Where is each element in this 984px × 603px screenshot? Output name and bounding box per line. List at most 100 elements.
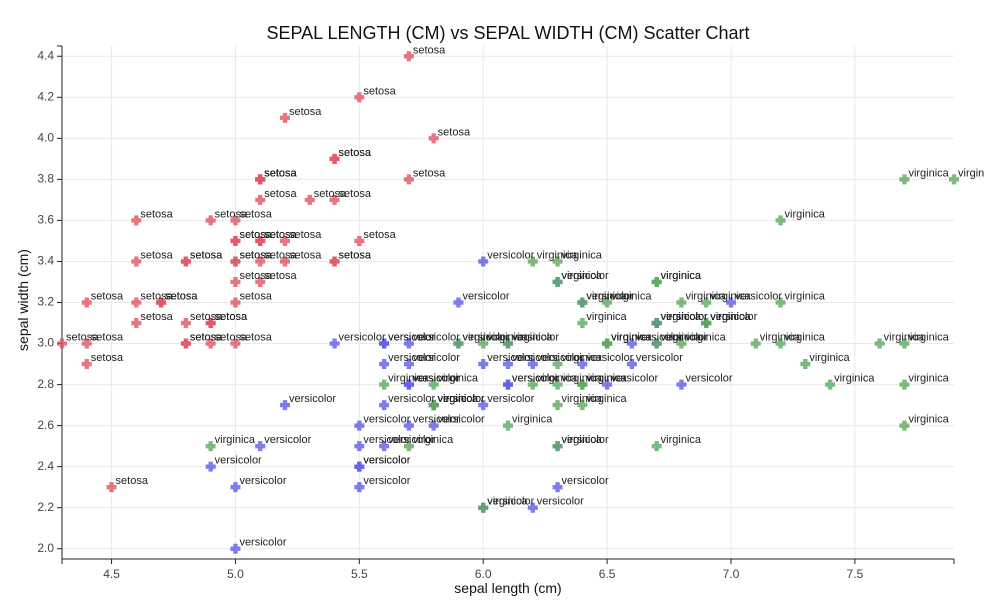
y-tick-label: 3.2 [37, 295, 54, 309]
data-label-setosa: setosa [140, 208, 173, 220]
data-label-setosa: setosa [190, 249, 223, 261]
data-label-setosa: setosa [215, 311, 248, 323]
data-point-setosa [205, 215, 216, 226]
data-label-versicolor: versicolor [512, 373, 559, 385]
data-point-virginica [552, 441, 563, 452]
data-label-setosa: setosa [215, 332, 248, 344]
data-label-versicolor: versicolor [735, 291, 782, 303]
x-tick-label: 7.0 [723, 567, 740, 581]
data-point-versicolor [205, 461, 216, 472]
data-label-versicolor: versicolor [363, 475, 410, 487]
data-label-virginica: virginica [438, 393, 479, 405]
data-label-setosa: setosa [339, 249, 372, 261]
data-label-virginica: virginica [586, 291, 627, 303]
data-label-virginica: virginica [661, 311, 702, 323]
data-label-versicolor: versicolor [363, 434, 410, 446]
data-label-virginica: virginica [785, 332, 826, 344]
series-setosa [57, 51, 439, 493]
data-point-virginica [775, 215, 786, 226]
data-point-versicolor [403, 359, 414, 370]
y-tick-label: 2.4 [37, 459, 54, 473]
data-label-virginica: virginica [611, 332, 652, 344]
data-point-virginica [478, 502, 489, 513]
data-label-setosa: setosa [264, 249, 297, 261]
data-point-virginica [577, 297, 588, 308]
data-point-versicolor [428, 420, 439, 431]
data-point-setosa [280, 235, 290, 246]
data-label-virginica: virginica [438, 393, 479, 405]
x-axis-title: sepal length (cm) [454, 580, 561, 596]
data-point-virginica [874, 338, 885, 349]
data-points [57, 51, 959, 554]
data-label-setosa: setosa [239, 332, 272, 344]
data-label-virginica: virginica [562, 393, 603, 405]
data-label-setosa: setosa [413, 167, 446, 179]
data-point-versicolor [478, 359, 489, 370]
data-label-virginica: virginica [611, 332, 652, 344]
data-point-setosa [403, 174, 414, 185]
data-label-setosa: setosa [339, 147, 372, 159]
data-point-virginica [701, 297, 712, 308]
data-point-versicolor [230, 543, 241, 554]
data-point-setosa [106, 482, 117, 493]
data-label-versicolor: versicolor [363, 455, 410, 467]
data-point-versicolor [503, 379, 513, 390]
data-label-setosa: setosa [190, 249, 223, 261]
data-label-virginica: virginica [487, 496, 528, 508]
data-label-setosa: setosa [165, 291, 198, 303]
data-label-versicolor: versicolor [339, 332, 386, 344]
data-label-versicolor: versicolor [586, 291, 633, 303]
data-label-versicolor: versicolor [438, 393, 485, 405]
data-label-versicolor: versicolor [462, 332, 509, 344]
data-label-versicolor: versicolor [661, 311, 708, 323]
data-point-versicolor [602, 379, 613, 390]
data-label-setosa: setosa [66, 332, 99, 344]
data-label-versicolor: versicolor [537, 352, 584, 364]
data-point-setosa [329, 153, 340, 164]
data-label-setosa: setosa [339, 188, 372, 200]
data-point-virginica [379, 379, 390, 390]
y-tick-label: 3.8 [37, 172, 54, 186]
data-point-virginica [403, 441, 414, 452]
data-label-virginica: virginica [908, 373, 949, 385]
data-point-virginica [552, 276, 563, 287]
data-point-setosa [255, 276, 266, 287]
data-point-versicolor [453, 297, 464, 308]
data-point-virginica [775, 338, 786, 349]
data-point-setosa [230, 256, 241, 267]
data-label-virginica: virginica [562, 270, 603, 282]
data-label-setosa: setosa [239, 270, 272, 282]
data-label-versicolor: versicolor [363, 455, 410, 467]
y-tick-label: 4.2 [37, 89, 54, 103]
data-point-setosa [428, 133, 439, 144]
data-label-versicolor: versicolor [487, 249, 534, 261]
data-point-virginica [527, 256, 538, 267]
data-point-virginica [602, 338, 613, 349]
data-label-versicolor: versicolor [487, 496, 534, 508]
y-tick-label: 2.2 [37, 500, 54, 514]
data-label-setosa: setosa [140, 291, 173, 303]
data-label-virginica: virginica [611, 332, 652, 344]
data-point-versicolor [527, 359, 538, 370]
chart-title: SEPAL LENGTH (CM) vs SEPAL WIDTH (CM) Sc… [266, 23, 749, 43]
data-label-setosa: setosa [438, 126, 471, 138]
data-point-versicolor [354, 441, 365, 452]
data-label-setosa: setosa [363, 229, 396, 241]
data-label-virginica: virginica [710, 311, 751, 323]
data-label-versicolor: versicolor [413, 373, 460, 385]
data-point-setosa [131, 215, 142, 226]
data-label-virginica: virginica [809, 352, 850, 364]
data-label-versicolor: versicolor [562, 475, 609, 487]
data-point-virginica [651, 338, 662, 349]
data-point-setosa [81, 297, 92, 308]
data-point-versicolor [255, 441, 266, 452]
x-tick-label: 6.5 [599, 567, 616, 581]
data-label-virginica: virginica [512, 332, 553, 344]
data-point-versicolor [626, 338, 637, 349]
data-label-virginica: virginica [834, 373, 875, 385]
data-label-versicolor: versicolor [487, 352, 534, 364]
data-label-virginica: virginica [388, 373, 429, 385]
data-point-setosa [81, 338, 92, 349]
data-label-versicolor: versicolor [363, 414, 410, 426]
